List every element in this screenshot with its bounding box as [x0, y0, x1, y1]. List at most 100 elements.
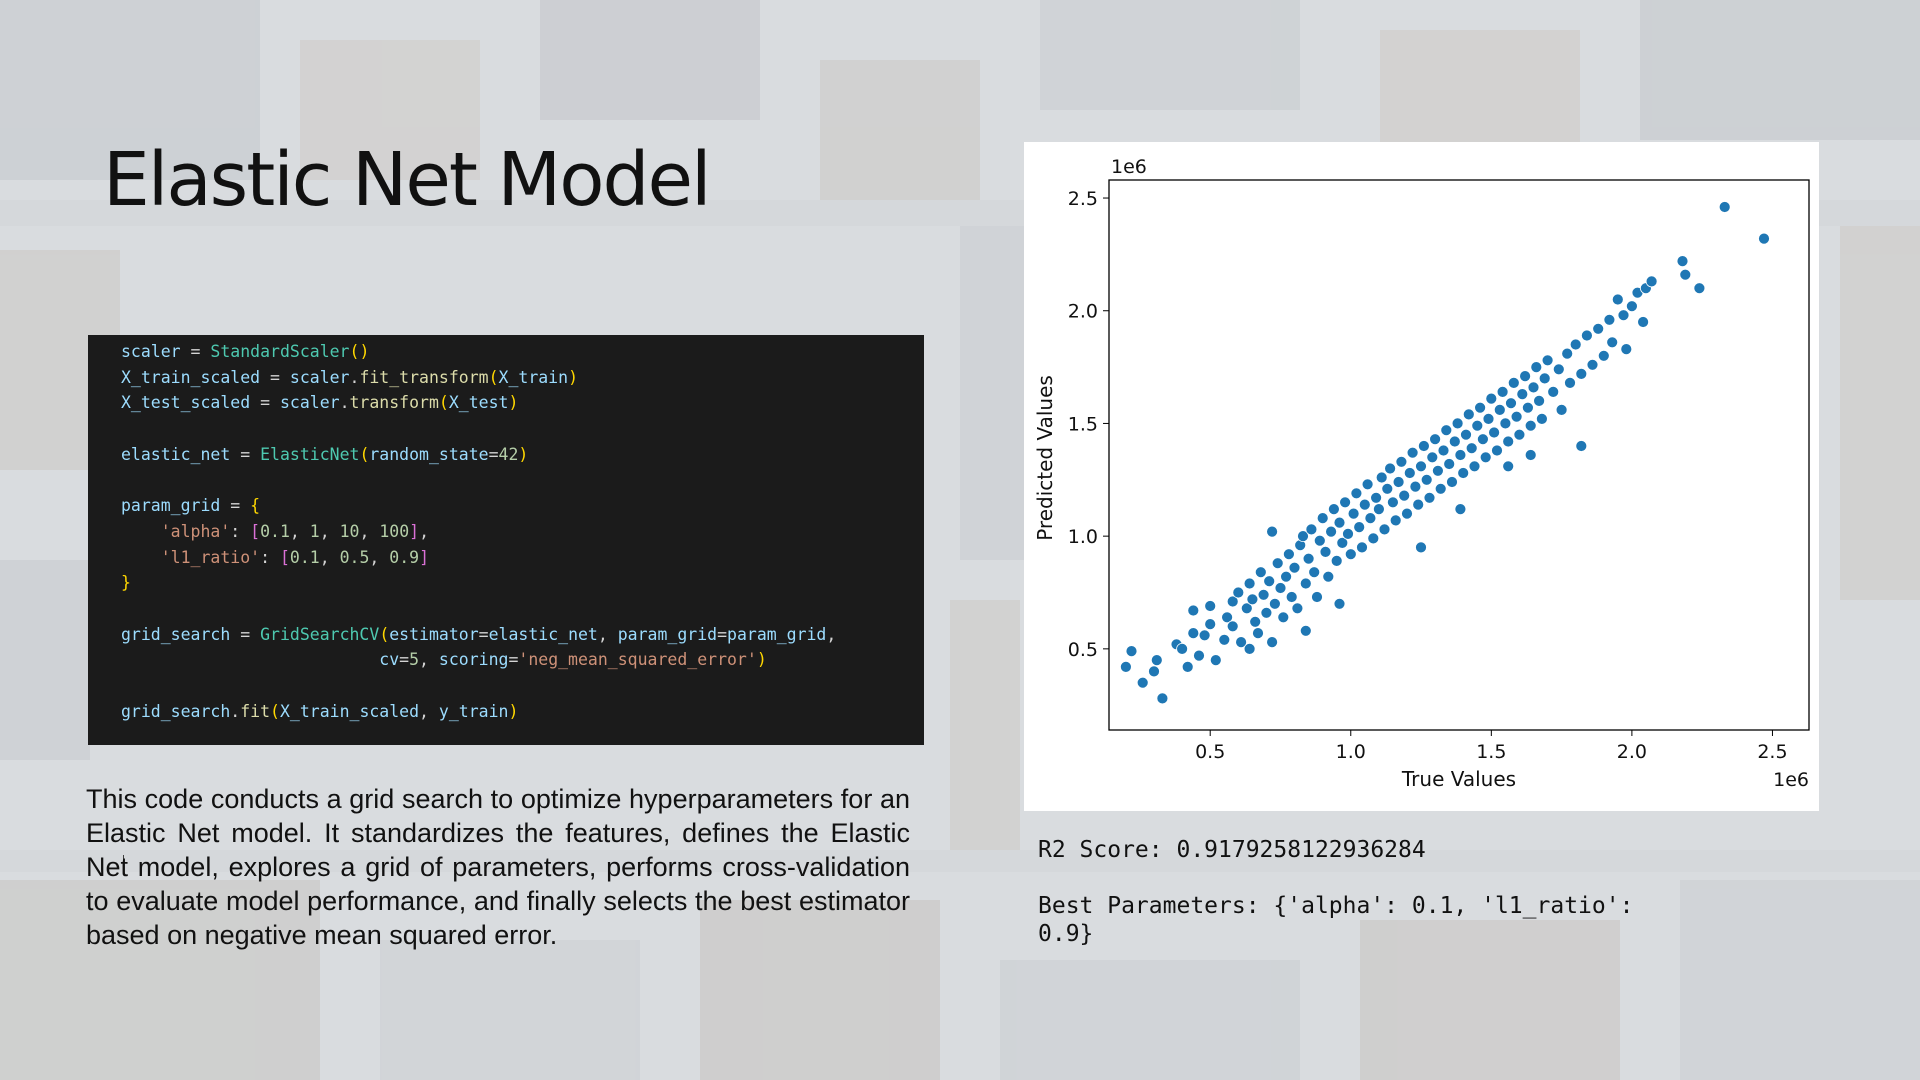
code-line: 'alpha': [0.1, 1, 10, 100],	[160, 521, 430, 541]
data-point	[1521, 401, 1534, 414]
data-point	[1313, 534, 1326, 547]
data-point	[1412, 498, 1425, 511]
data-point	[1308, 566, 1321, 579]
data-point	[1485, 392, 1498, 405]
data-point	[1552, 363, 1565, 376]
data-point	[1536, 412, 1548, 425]
data-point	[1243, 642, 1256, 655]
data-point	[1384, 462, 1397, 475]
data-point	[1240, 602, 1253, 615]
scatter-chart: 0.5 1.0 1.5 2.0 2.5 0.5 1.0 1.5 2.0 2.5 True Valu…	[1033, 156, 1810, 791]
data-point	[1274, 582, 1287, 594]
data-point	[1285, 591, 1298, 603]
data-point	[1479, 451, 1492, 464]
y-offset-label: 1e6	[1111, 156, 1147, 178]
data-point	[1280, 570, 1293, 583]
data-point	[1209, 654, 1222, 666]
data-point	[1311, 591, 1323, 603]
data-point	[1488, 426, 1501, 439]
x-tick-label: 1.0	[1336, 741, 1366, 763]
data-point	[1358, 498, 1371, 511]
data-point	[1148, 665, 1160, 678]
y-tick-label: 1.0	[1068, 526, 1098, 548]
data-point	[1347, 507, 1360, 520]
data-point	[1676, 255, 1689, 267]
data-point	[1252, 627, 1264, 640]
data-point	[1679, 268, 1692, 281]
data-point	[1431, 464, 1444, 477]
x-tick-label: 2.0	[1617, 741, 1647, 763]
best-params-text-continued: 0.9}	[1038, 921, 1094, 947]
data-point	[1409, 480, 1422, 493]
data-point	[1471, 419, 1484, 432]
data-point	[1502, 435, 1515, 448]
data-point	[1266, 525, 1279, 538]
code-line: X_test_scaled = scaler.transform(X_test)	[121, 393, 519, 413]
data-point	[1246, 593, 1259, 606]
data-point	[1620, 343, 1633, 356]
data-point	[1187, 604, 1200, 617]
code-line: grid_search.fit(X_train_scaled, y_train)	[121, 701, 519, 721]
x-tick-label: 1.5	[1476, 741, 1506, 763]
data-point	[1193, 649, 1205, 662]
data-point	[1120, 661, 1132, 673]
data-point	[1260, 606, 1273, 619]
data-point	[1291, 602, 1304, 615]
data-point	[1530, 361, 1543, 374]
data-point	[1299, 624, 1312, 637]
data-point	[1460, 428, 1472, 441]
data-point	[1465, 442, 1478, 455]
data-point	[1446, 476, 1458, 488]
data-point	[1524, 449, 1537, 461]
data-point	[1527, 381, 1540, 394]
data-point	[1344, 548, 1357, 561]
data-point	[1592, 322, 1605, 335]
x-offset-label: 1e6	[1773, 769, 1809, 791]
data-point	[1443, 458, 1456, 470]
data-point	[1420, 473, 1433, 486]
data-point	[1586, 358, 1599, 371]
data-point	[1524, 419, 1537, 432]
data-point	[1221, 611, 1234, 624]
data-point	[1561, 347, 1574, 360]
data-point	[1392, 476, 1405, 488]
data-point	[1468, 460, 1481, 473]
data-point	[1386, 496, 1399, 509]
data-point	[1603, 313, 1616, 326]
data-point	[1516, 388, 1529, 401]
code-line: X_train_scaled = scaler.fit_transform(X_…	[121, 367, 578, 387]
data-point	[1198, 629, 1211, 642]
data-point	[1507, 376, 1520, 389]
data-point	[1564, 376, 1576, 389]
data-point	[1218, 633, 1231, 646]
data-point	[1257, 588, 1270, 601]
indent-guide	[123, 855, 124, 875]
data-point	[1381, 482, 1394, 495]
data-point	[1181, 661, 1194, 673]
data-point	[1136, 676, 1149, 689]
data-point	[1316, 512, 1329, 525]
data-point	[1378, 523, 1391, 536]
y-tick-label: 0.5	[1068, 639, 1098, 661]
data-point	[1176, 642, 1189, 655]
data-point	[1364, 512, 1377, 525]
data-point	[1541, 354, 1554, 367]
data-point	[1491, 444, 1503, 457]
data-point	[1415, 460, 1427, 473]
data-point	[1569, 338, 1582, 351]
data-point	[1617, 309, 1630, 322]
data-point	[1502, 460, 1515, 473]
data-point	[1389, 514, 1402, 527]
slide-description: This code conducts a grid search to opti…	[86, 784, 910, 950]
data-point	[1187, 627, 1200, 640]
data-point	[1204, 600, 1217, 612]
data-point	[1333, 516, 1346, 529]
data-point	[1510, 410, 1523, 423]
best-params-text: Best Parameters: {'alpha': 0.1, 'l1_rati…	[1038, 893, 1634, 919]
data-point	[1448, 435, 1461, 448]
data-point	[1299, 577, 1312, 590]
y-tick-label: 2.5	[1068, 188, 1098, 210]
data-point	[1417, 440, 1430, 452]
data-point	[1693, 282, 1706, 295]
code-line: elastic_net = ElasticNet(random_state=42…	[121, 444, 529, 464]
